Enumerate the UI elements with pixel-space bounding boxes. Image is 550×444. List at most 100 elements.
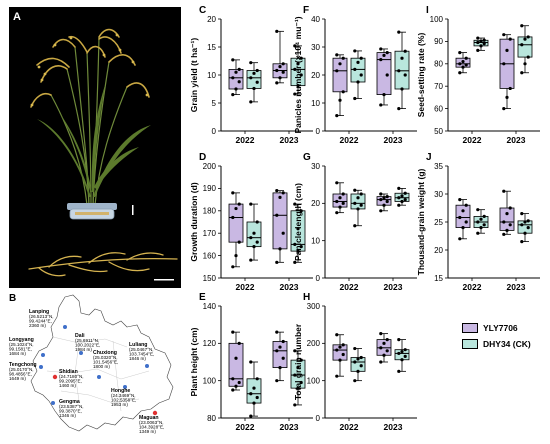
box-yly7706-2022 — [332, 53, 348, 118]
box-dhy34-ck--2022 — [473, 36, 489, 52]
data-point — [255, 395, 259, 400]
data-point — [482, 223, 486, 227]
panel-letter-f: F — [303, 5, 309, 16]
box-yly7706-2022 — [332, 333, 348, 378]
legend-item-dhy34: DHY34 (CK) — [462, 336, 550, 352]
data-point — [252, 71, 256, 75]
box-dhy34-ck--2023 — [517, 24, 533, 75]
data-point — [359, 192, 363, 196]
data-point — [397, 107, 401, 111]
box-dhy34-ck--2023 — [394, 338, 410, 373]
data-point — [523, 231, 527, 235]
panel-letter-j: J — [426, 152, 432, 163]
data-point — [385, 51, 389, 55]
x-tick-label: 2023 — [507, 282, 526, 292]
data-point — [403, 191, 407, 195]
data-point — [231, 93, 235, 97]
site-lanping: Lanping (26.5213°N, 99.4244°E, 2360 m) — [29, 309, 67, 329]
data-point — [461, 226, 465, 230]
data-point — [382, 353, 386, 357]
y-tick-label: 40 — [311, 15, 320, 24]
data-point — [353, 379, 357, 383]
box-iqr — [332, 57, 348, 93]
site-honghe: Honghe (24.3469°N, 102.5358°E, 1953 m) — [111, 385, 136, 407]
data-point — [397, 30, 401, 34]
data-point — [526, 35, 530, 39]
data-point — [397, 196, 401, 200]
legend-item-yly7706: YLY7706 — [462, 320, 550, 336]
box-iqr — [455, 204, 471, 228]
data-point — [252, 401, 256, 405]
data-point — [379, 198, 383, 202]
data-point — [293, 349, 297, 353]
y-tick-label: 5 — [212, 99, 217, 108]
data-point — [505, 48, 509, 52]
box-yly7706-2023 — [376, 332, 392, 364]
data-point — [237, 80, 241, 84]
data-point — [293, 373, 297, 377]
data-point — [234, 206, 238, 211]
y-tick-label: 90 — [434, 37, 443, 46]
province-outline — [30, 294, 174, 432]
data-point — [458, 71, 462, 75]
x-tick-label: 2022 — [340, 282, 359, 292]
data-point — [479, 226, 483, 230]
data-point — [379, 346, 383, 350]
data-point — [476, 36, 480, 40]
y-tick-label: 30 — [311, 43, 320, 52]
svg-text:1846 m): 1846 m) — [129, 356, 146, 361]
data-point — [341, 56, 345, 60]
rice-grains — [30, 33, 149, 107]
y-axis-label: Seed-setting rate (%) — [416, 33, 426, 118]
box-yly7706-2022 — [228, 330, 244, 392]
data-point — [479, 217, 483, 221]
legend-swatch-dhy34 — [462, 339, 478, 349]
data-point — [403, 73, 407, 77]
data-point — [508, 223, 512, 227]
data-point — [464, 203, 468, 207]
data-point — [464, 220, 468, 224]
y-tick-label: 0 — [316, 414, 321, 423]
data-point — [502, 62, 506, 66]
site-gengma: Gengma (23.5387°N, 99.3870°E, 1346 m) — [51, 399, 84, 418]
data-point — [255, 377, 259, 381]
data-point — [502, 189, 506, 193]
data-point — [231, 215, 235, 220]
data-point — [335, 199, 339, 204]
svg-text:(24.3469°N,: (24.3469°N, — [111, 393, 136, 398]
data-point — [341, 192, 345, 196]
site-chuxiong: Chuxiong (25.0320°N, 101.5456°E, 1800 m) — [93, 350, 118, 379]
box-dhy34-ck--2022 — [350, 188, 366, 228]
data-point — [379, 58, 383, 62]
box-iqr — [332, 193, 348, 208]
data-point — [234, 356, 238, 360]
box-dhy34-ck--2023 — [290, 349, 306, 407]
box-dhy34-ck--2022 — [246, 202, 262, 262]
data-point — [502, 107, 506, 111]
box-iqr — [272, 341, 288, 369]
site-maguan: Maguan (23.0063°N, 104.3928°E, 1349 m) — [139, 410, 164, 434]
box-dhy34-ck--2023 — [517, 212, 533, 244]
data-point — [502, 232, 506, 236]
box-dhy34-ck--2022 — [246, 360, 262, 418]
y-tick-label: 150 — [203, 274, 217, 283]
data-point — [281, 191, 285, 195]
data-point — [385, 199, 389, 204]
data-point — [353, 224, 357, 228]
data-point — [385, 195, 389, 199]
data-point — [252, 86, 256, 91]
panel-letter-b: B — [9, 293, 16, 304]
data-point — [335, 69, 339, 73]
panel-g: G 0 10 20 30 Panicle length (cm) 2022 2023 — [293, 152, 417, 292]
box-yly7706-2022 — [332, 181, 348, 215]
x-tick-label: 2022 — [236, 135, 255, 145]
svg-text:99.1581°E,: 99.1581°E, — [9, 347, 32, 352]
data-point — [400, 199, 404, 204]
data-point — [293, 403, 297, 407]
data-point — [461, 209, 465, 213]
x-tick-label: 2023 — [384, 282, 403, 292]
svg-text:98.4856°E,: 98.4856°E, — [9, 372, 32, 377]
data-point — [458, 215, 462, 220]
svg-text:1953 m): 1953 m) — [111, 402, 128, 407]
data-point — [400, 87, 404, 91]
